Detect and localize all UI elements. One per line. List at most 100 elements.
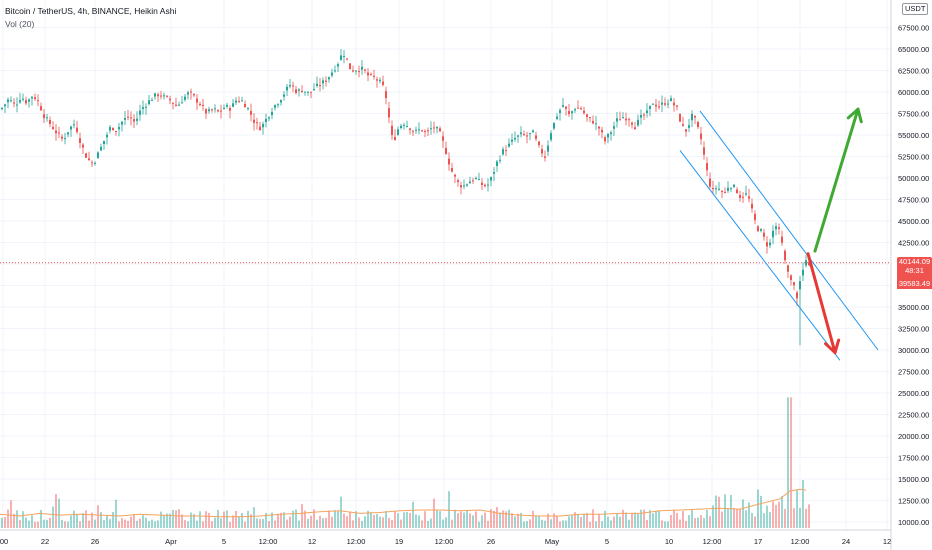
volume-bar [667, 521, 669, 528]
volume-bar [295, 509, 297, 528]
volume-bar [658, 510, 660, 528]
candle-body [775, 226, 777, 230]
candle-body [424, 130, 426, 132]
candle-body [181, 102, 183, 104]
candle-body [568, 111, 570, 115]
bullish-arrow[interactable] [813, 107, 863, 253]
currency-badge[interactable]: USDT [902, 3, 929, 15]
volume-bar [199, 511, 201, 528]
candle-body [190, 91, 192, 93]
volume-bar [214, 517, 216, 528]
volume-bar [493, 510, 495, 528]
volume-bar [484, 512, 486, 528]
volume-bar [4, 517, 6, 528]
candle-body [412, 130, 414, 132]
price-axis-label: 65000.00 [898, 45, 929, 54]
chart-legend: Bitcoin / TetherUS, 4h, BINANCE, Heikin … [5, 5, 176, 31]
candle-body [580, 108, 582, 110]
volume-indicator-label[interactable]: Vol (20) [5, 19, 35, 29]
candle-body [787, 265, 789, 272]
channel-line-lower[interactable] [679, 150, 841, 361]
volume-bar [166, 513, 168, 528]
volume-bar [73, 510, 75, 528]
time-axis[interactable]: :00 22 26 Apr 5 12:00 12 12:00 19 12:00 26 May 5 10 12… [0, 537, 891, 546]
volume-bar [379, 516, 381, 528]
volume-bar [805, 508, 807, 528]
candle-body [466, 184, 468, 186]
volume-bar [634, 512, 636, 528]
candle-body [469, 181, 471, 184]
candle-body [508, 143, 510, 147]
time-axis-label: 10 [665, 537, 673, 546]
candle-body [157, 94, 159, 97]
candle-body [460, 185, 462, 188]
volume-bar [238, 516, 240, 528]
volume-bar [715, 495, 717, 528]
volume-bar [778, 501, 780, 528]
candle-body [31, 96, 33, 99]
volume-bar [82, 513, 84, 528]
volume-bar [631, 512, 633, 528]
candle-body [250, 111, 252, 115]
volume-bar [475, 511, 477, 528]
channel-line-upper[interactable] [699, 110, 879, 351]
candle-body [790, 275, 792, 280]
volume-bar [514, 516, 516, 528]
descending-channel[interactable] [679, 110, 879, 361]
candle-body [655, 104, 657, 107]
volume-bar [169, 513, 171, 528]
price-axis-label: 52500.00 [898, 153, 929, 162]
candle-body [271, 111, 273, 115]
volume-bar [217, 509, 219, 528]
candle-body [631, 122, 633, 125]
volume-bar [424, 511, 426, 528]
projection-arrows[interactable] [806, 107, 863, 355]
candle-body [70, 126, 72, 130]
volume-bar [268, 521, 270, 528]
volume-bar [1, 517, 3, 528]
symbol-title[interactable]: Bitcoin / TetherUS, 4h, BINANCE, Heikin … [5, 6, 177, 16]
volume-bar [721, 511, 723, 528]
volume-bar [298, 520, 300, 528]
volume-bar [544, 520, 546, 528]
volume-bar [388, 517, 390, 528]
candle-body [331, 72, 333, 76]
candle-body [742, 196, 744, 198]
candle-body [61, 136, 63, 139]
volume-bar [664, 521, 666, 528]
candle-body [676, 105, 678, 107]
candle-body [520, 132, 522, 135]
volume-bar [661, 520, 663, 528]
price-axis-label: 35000.00 [898, 303, 929, 312]
volume-bar [799, 508, 801, 528]
candle-body [79, 138, 81, 144]
volume-bar [49, 517, 51, 528]
candle-body [640, 114, 642, 118]
candle-body [88, 158, 90, 161]
volume-bar [613, 516, 615, 528]
volume-bar [547, 513, 549, 528]
volume-bar [328, 510, 330, 528]
volume-bar [496, 507, 498, 528]
candle-body [28, 99, 30, 102]
volume-bar [211, 521, 213, 528]
candle-body [637, 119, 639, 126]
volume-bar [526, 521, 528, 528]
time-axis-label: 26 [91, 537, 99, 546]
volume-bar [19, 519, 21, 528]
volume-bar [403, 512, 405, 528]
candle-body [325, 80, 327, 82]
volume-bar [529, 519, 531, 528]
candle-body [598, 126, 600, 129]
volume-bar [160, 511, 162, 528]
bearish-arrow[interactable] [806, 252, 841, 355]
volume-bar [40, 509, 42, 528]
candle-body [46, 117, 48, 119]
candle-body [526, 135, 528, 137]
volume-bar [706, 509, 708, 528]
candle-body [556, 116, 558, 119]
price-axis-label: 15000.00 [898, 475, 929, 484]
candle-body [427, 130, 429, 132]
candle-body [592, 120, 594, 124]
